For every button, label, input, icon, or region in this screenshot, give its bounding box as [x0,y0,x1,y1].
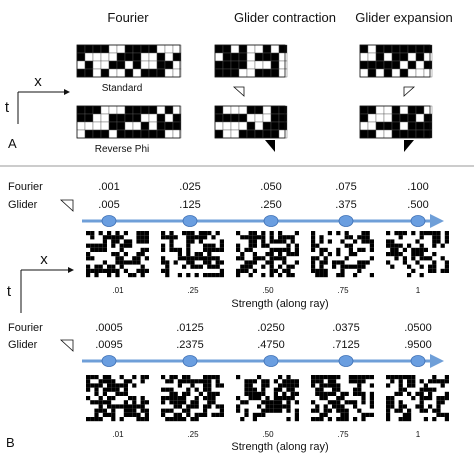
panel-a-pattern-fourier-standard [76,44,182,78]
ray-2-glider-value: .4750 [257,339,285,351]
ray-2-strength: 1 [416,430,421,439]
panel-a-axis-t: t [5,99,10,116]
panel-a-axes [17,89,70,124]
ray-2-pattern [161,375,225,425]
ray-1-fourier-value: .050 [260,181,281,193]
ray-1-strength: .50 [262,286,274,295]
panel-a-column-glider-contraction: Glider contraction [234,10,336,25]
ray-1-strength: .01 [112,286,124,295]
ray-2-pattern [236,375,300,425]
panel-b-axes [20,267,74,313]
panel-a-axis-x: x [34,73,42,90]
ray-2-fourier-value: .0005 [95,322,123,334]
panel-a-contraction-black-triangle-icon [265,140,275,152]
ray-1-fourier-value: .025 [179,181,200,193]
panel-a-row-label-standard: Standard [102,83,143,94]
ray-2-pattern [311,375,375,425]
ray-1-marker [182,215,198,227]
ray-2-marker [263,355,279,367]
ray-1-fourier-value: .001 [98,181,119,193]
ray-2-strength-label: Strength (along ray) [231,441,328,453]
ray-2-glider-label: Glider [8,339,38,351]
ray-1-glider-label: Glider [8,199,38,211]
ray-1-strength: 1 [416,286,421,295]
ray-2-glider-value: .2375 [176,339,204,351]
ray-1-arrowhead-icon [430,214,444,228]
ray-1-glider-triangle-icon [59,199,74,212]
ray-1-marker [101,215,117,227]
ray-2-fourier-value: .0375 [332,322,360,334]
ray-2-marker [410,355,426,367]
panel-b-label: B [6,435,15,450]
ray-2-strength: .01 [112,430,124,439]
ray-1-marker [338,215,354,227]
panel-a-pattern-expansion-standard [359,44,433,78]
ray-2-pattern [386,375,450,425]
panel-a-pattern-contraction-standard [214,44,288,78]
panel-b-axis-t: t [7,283,12,300]
ray-2-strength: .25 [187,430,199,439]
panel-b: Fourier Glider .001 .025 .050 .075 .100 … [6,181,450,453]
ray-2-pattern [86,375,150,425]
ray-2-strength: .50 [262,430,274,439]
panel-a-column-glider-expansion: Glider expansion [355,10,453,25]
panel-a-pattern-contraction-reverse [214,105,288,139]
panel-a-expansion-white-triangle-icon [403,86,416,97]
ray-1-glider-value: .125 [179,199,200,211]
ray-2-marker [101,355,117,367]
ray-1-fourier-value: .075 [335,181,356,193]
panel-b-x-arrow-icon [68,267,74,273]
ray-1: Fourier Glider .001 .025 .050 .075 .100 … [8,181,450,310]
ray-2-glider-value: .9500 [404,339,432,351]
ray-2-fourier-value: .0500 [404,322,432,334]
panel-a: Fourier Glider contraction Glider expans… [5,10,453,155]
panel-a-row-label-reverse-phi: Reverse Phi [95,144,149,155]
ray-1-marker [263,215,279,227]
ray-1-glider-value: .005 [98,199,119,211]
ray-2-glider-value: .7125 [332,339,360,351]
ray-1-pattern [86,231,150,281]
ray-1-glider-value: .250 [260,199,281,211]
ray-2: Fourier Glider .0005 .0125 .0250 .0375 .… [8,322,450,453]
ray-1-pattern [236,231,300,281]
ray-1-glider-value: .375 [335,199,356,211]
ray-1-strength: .25 [187,286,199,295]
ray-2-fourier-value: .0250 [257,322,285,334]
ray-1-pattern [386,231,450,281]
panel-a-pattern-expansion-reverse [359,105,433,139]
ray-1-marker [410,215,426,227]
ray-1-pattern [161,231,225,281]
ray-2-marker [182,355,198,367]
ray-1-glider-value: .500 [407,199,428,211]
ray-1-pattern [311,231,375,281]
ray-2-strength: .75 [337,430,349,439]
panel-a-label: A [8,136,17,151]
panel-b-axis-x: x [40,251,48,268]
ray-2-glider-triangle-icon [59,339,74,352]
ray-1-fourier-label: Fourier [8,181,43,193]
ray-2-arrowhead-icon [430,354,444,368]
panel-a-x-arrow-icon [64,89,70,95]
panel-a-expansion-black-triangle-icon [404,140,414,152]
panel-a-pattern-fourier-reverse [76,105,182,139]
ray-2-fourier-label: Fourier [8,322,43,334]
ray-1-strength: .75 [337,286,349,295]
ray-2-fourier-value: .0125 [176,322,204,334]
ray-2-glider-value: .0095 [95,339,123,351]
ray-2-marker [338,355,354,367]
panel-a-contraction-white-triangle-icon [232,86,245,97]
ray-1-fourier-value: .100 [407,181,428,193]
ray-1-strength-label: Strength (along ray) [231,298,328,310]
panel-a-column-fourier: Fourier [107,10,149,25]
